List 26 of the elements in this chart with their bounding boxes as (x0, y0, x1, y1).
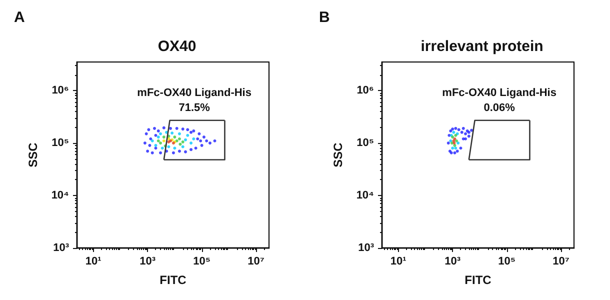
y-tick-label: 10⁵ (356, 137, 374, 150)
y-tick-label: 10⁴ (356, 190, 374, 202)
y-axis-title: SSC (331, 142, 345, 168)
annotation: mFc-OX40 Ligand-His 0.06% (442, 86, 556, 114)
y-tick-label: 10³ (53, 242, 70, 254)
chart-title: OX40 (158, 38, 196, 55)
x-tick-label: 10¹ (390, 256, 407, 268)
x-tick-label: 10³ (444, 256, 461, 268)
text: A (14, 9, 25, 26)
x-axis-title: FITC (464, 273, 492, 287)
x-tick-label: 10⁷ (248, 256, 265, 268)
x-tick-label: 10⁷ (552, 256, 570, 268)
y-tick-label: 10⁵ (52, 137, 69, 150)
chart-title: irrelevant protein (420, 38, 544, 55)
y-tick-label: 10⁶ (52, 84, 69, 97)
annotation: mFc-OX40 Ligand-His 71.5% (137, 86, 252, 114)
y-tick-label: 10⁴ (51, 190, 69, 202)
x-tick-label: 10³ (140, 256, 156, 268)
x-axis-title: FITC (160, 273, 187, 287)
x-tick-label: 10¹ (85, 256, 102, 268)
x-tick-label: 10⁵ (193, 256, 211, 268)
y-axis-title: SSC (26, 142, 40, 168)
y-tick-label: 10³ (358, 242, 374, 254)
x-tick-label: 10⁵ (498, 256, 516, 268)
y-tick-label: 10⁶ (356, 84, 374, 97)
text: B (319, 9, 330, 26)
